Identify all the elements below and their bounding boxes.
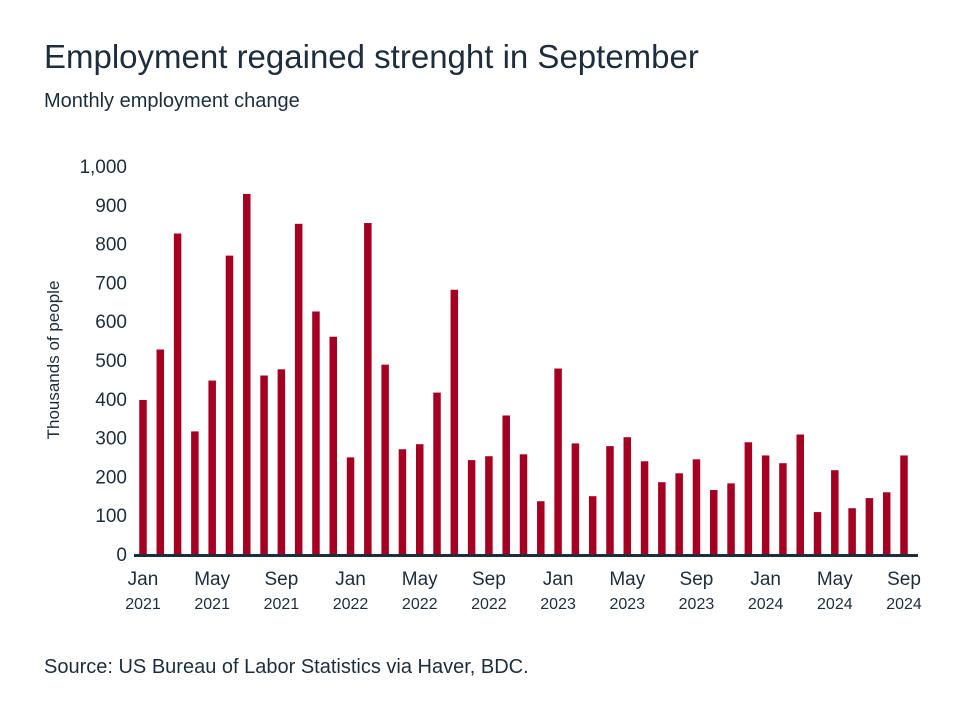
bar-apr-2021 [191, 431, 199, 554]
bar-jul-2021 [243, 193, 251, 554]
y-tick-label: 600 [95, 312, 127, 333]
bar-aug-2022 [467, 460, 476, 554]
x-tick-year: 2021 [264, 596, 300, 613]
bar-mar-2023 [588, 496, 597, 554]
bar-oct-2023 [710, 489, 718, 554]
bar-mar-2024 [796, 434, 804, 554]
bar-may-2022 [415, 444, 424, 554]
chart-subtitle: Monthly employment change [44, 90, 300, 112]
bar-apr-2023 [606, 446, 614, 554]
x-tick-month: May [402, 569, 438, 590]
x-tick-year: 2021 [194, 596, 230, 613]
bar-feb-2021 [156, 349, 165, 554]
x-tick-month: Jan [750, 569, 781, 590]
x-tick-year: 2023 [679, 596, 715, 613]
bar-feb-2023 [571, 443, 580, 554]
bar-dec-2021 [329, 336, 337, 554]
x-tick-year: 2022 [402, 596, 438, 613]
x-tick-year: 2024 [817, 596, 853, 613]
bar-jun-2024 [848, 508, 856, 554]
x-tick-month: Jan [128, 569, 159, 590]
bar-may-2021 [208, 380, 216, 554]
bar-oct-2022 [502, 415, 510, 554]
bar-jan-2021 [139, 399, 147, 554]
y-tick-label: 0 [116, 545, 127, 566]
bar-sep-2021 [277, 369, 286, 554]
x-tick-month: Sep [264, 569, 298, 590]
y-tick-label: 300 [95, 429, 127, 450]
y-tick-label: 100 [95, 506, 127, 527]
bar-aug-2021 [260, 375, 268, 554]
bar-apr-2024 [813, 512, 822, 554]
bar-nov-2022 [519, 454, 528, 554]
x-tick-year: 2023 [609, 596, 645, 613]
bar-aug-2023 [675, 473, 683, 554]
y-axis-label: Thousands of people [44, 281, 63, 440]
bar-apr-2022 [398, 449, 407, 554]
x-tick-month: Sep [472, 569, 506, 590]
bar-feb-2024 [779, 463, 787, 554]
bar-jun-2021 [225, 255, 234, 555]
x-tick-month: Sep [680, 569, 714, 590]
x-tick-year: 2024 [886, 596, 922, 613]
bar-oct-2021 [294, 223, 303, 554]
chart-title: Employment regained strenght in Septembe… [44, 38, 699, 75]
x-tick-year: 2022 [333, 596, 369, 613]
bar-jul-2024 [865, 498, 874, 554]
x-tick-month: May [817, 569, 853, 590]
y-tick-label: 200 [95, 467, 127, 488]
bar-sep-2023 [692, 459, 701, 554]
y-tick-label: 800 [95, 235, 127, 256]
bar-mar-2022 [381, 364, 389, 554]
bar-mar-2021 [173, 233, 182, 554]
bar-sep-2024 [900, 455, 908, 554]
bar-may-2024 [831, 470, 839, 554]
x-tick-year: 2021 [125, 596, 161, 613]
x-tick-month: May [609, 569, 645, 590]
x-tick-month: May [194, 569, 230, 590]
x-tick-month: Jan [543, 569, 574, 590]
bar-nov-2023 [727, 483, 735, 554]
bar-aug-2024 [882, 492, 891, 554]
x-tick-month: Jan [335, 569, 366, 590]
bar-jan-2024 [761, 455, 770, 554]
y-tick-label: 1,000 [79, 157, 127, 178]
x-tick-year: 2022 [471, 596, 507, 613]
bar-jun-2023 [640, 461, 649, 554]
y-tick-label: 900 [95, 196, 127, 217]
x-tick-year: 2023 [540, 596, 576, 613]
y-tick-label: 400 [95, 390, 127, 411]
bar-jun-2022 [433, 392, 441, 554]
bar-sep-2022 [485, 456, 493, 554]
bar-jul-2023 [658, 482, 666, 554]
bar-nov-2021 [312, 311, 320, 554]
bar-feb-2022 [364, 223, 372, 554]
bar-jan-2022 [346, 457, 355, 554]
bar-may-2023 [623, 437, 632, 554]
bar-dec-2023 [744, 442, 753, 554]
x-tick-year: 2024 [748, 596, 784, 613]
y-tick-label: 700 [95, 273, 127, 294]
bar-dec-2022 [537, 501, 545, 554]
bar-jul-2022 [450, 289, 459, 554]
bar-jan-2023 [554, 368, 562, 554]
x-tick-month: Sep [887, 569, 921, 590]
y-tick-label: 500 [95, 351, 127, 372]
source-note: Source: US Bureau of Labor Statistics vi… [44, 656, 529, 678]
